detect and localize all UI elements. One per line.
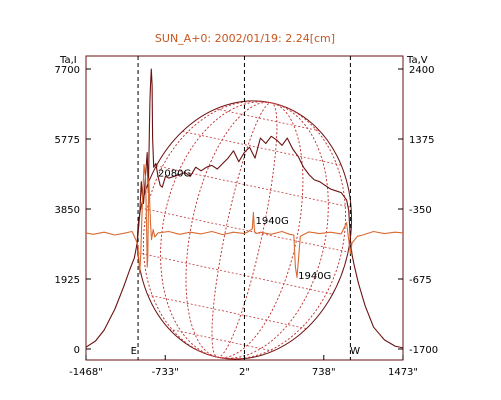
parallel-line [156, 165, 352, 208]
x-tick-label: 738" [312, 367, 336, 378]
meridian-line [160, 101, 329, 359]
x-tick-label: -733" [152, 367, 179, 378]
parallel-line [215, 108, 320, 132]
annotation-label: 1940G [298, 271, 331, 282]
y-left-label: Ta,I [59, 55, 77, 66]
annotation-label: 2080G [158, 168, 191, 179]
parallel-line [137, 252, 333, 295]
x-tick-label: 1473" [388, 367, 418, 378]
x-tick-label: 2" [239, 367, 250, 378]
series-line-I [85, 68, 404, 349]
x-tick-label: -1468" [69, 367, 103, 378]
y-left-tick-label: 0 [74, 345, 80, 356]
parallel-line [147, 294, 307, 330]
y-left-tick-label: 1925 [55, 275, 80, 286]
plot-layer: 0 1925 3850 5775 7700 -1700 -675 -350 1375 2400 -1… [55, 55, 438, 378]
y-right-tick-label: -1700 [409, 345, 438, 356]
annotation-label: 1940G [256, 216, 289, 227]
east-limb-label: E [131, 346, 137, 357]
parallel-line [182, 130, 342, 166]
y-right-tick-label: 1375 [409, 135, 434, 146]
y-right-tick-label: -350 [409, 205, 432, 216]
y-left-tick-label: 5775 [55, 135, 80, 146]
west-limb-label: W [350, 346, 360, 357]
y-left-tick-label: 7700 [55, 65, 80, 76]
solar-disk-grid [136, 100, 353, 360]
series-line-V [85, 164, 404, 278]
parallel-line [169, 328, 273, 352]
chart-title: SUN_A+0: 2002/01/19: 2.24[cm] [155, 32, 335, 45]
y-right-label: Ta,V [406, 55, 428, 66]
y-right-tick-label: -675 [409, 275, 432, 286]
y-left-tick-label: 3850 [55, 205, 80, 216]
y-right-tick-label: 2400 [409, 65, 434, 76]
parallel-line [140, 207, 349, 253]
